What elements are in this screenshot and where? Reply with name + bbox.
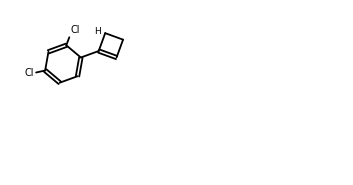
- Text: H: H: [95, 27, 101, 36]
- Text: Cl: Cl: [70, 25, 80, 35]
- Text: Cl: Cl: [25, 68, 34, 78]
